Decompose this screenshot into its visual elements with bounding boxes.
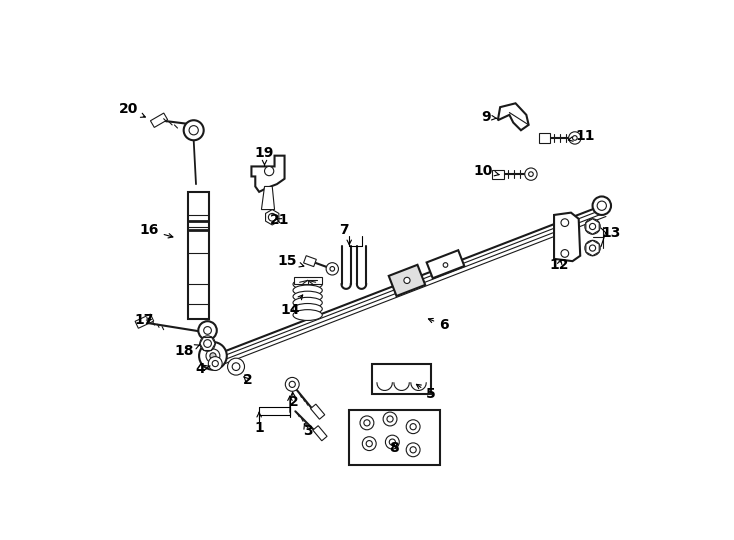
Circle shape xyxy=(585,240,600,256)
Bar xyxy=(493,170,504,179)
Text: 19: 19 xyxy=(255,146,275,166)
Text: 2: 2 xyxy=(243,374,252,388)
Circle shape xyxy=(385,435,399,449)
Circle shape xyxy=(406,443,420,457)
Polygon shape xyxy=(586,240,599,256)
Text: 1: 1 xyxy=(254,421,264,435)
Bar xyxy=(310,404,324,419)
Text: 8: 8 xyxy=(389,441,399,455)
Text: 13: 13 xyxy=(601,226,621,240)
Text: 2: 2 xyxy=(289,395,299,409)
Text: 21: 21 xyxy=(270,213,290,227)
Circle shape xyxy=(589,245,595,251)
Circle shape xyxy=(573,136,577,140)
Circle shape xyxy=(589,222,597,231)
Circle shape xyxy=(561,249,569,257)
Ellipse shape xyxy=(293,291,322,302)
Circle shape xyxy=(387,416,393,422)
Circle shape xyxy=(569,132,581,144)
Bar xyxy=(304,255,316,267)
Polygon shape xyxy=(586,219,599,234)
Text: 14: 14 xyxy=(280,295,302,316)
Circle shape xyxy=(184,120,204,140)
Circle shape xyxy=(410,447,416,453)
Circle shape xyxy=(389,439,396,445)
Circle shape xyxy=(204,340,211,347)
Circle shape xyxy=(208,356,222,370)
Circle shape xyxy=(589,244,597,252)
Text: 7: 7 xyxy=(339,224,349,238)
Polygon shape xyxy=(498,103,528,130)
Circle shape xyxy=(366,441,372,447)
Text: 18: 18 xyxy=(175,344,200,358)
Text: 5: 5 xyxy=(416,384,436,401)
Text: 15: 15 xyxy=(278,254,304,268)
Bar xyxy=(187,192,209,319)
Circle shape xyxy=(597,201,606,211)
Circle shape xyxy=(364,420,370,426)
Circle shape xyxy=(404,278,410,284)
Bar xyxy=(349,410,440,465)
Text: 20: 20 xyxy=(119,103,145,117)
Text: 3: 3 xyxy=(303,423,313,437)
Ellipse shape xyxy=(293,303,322,314)
Circle shape xyxy=(210,353,216,359)
Circle shape xyxy=(406,420,420,434)
Text: 6: 6 xyxy=(429,318,448,332)
Ellipse shape xyxy=(293,309,322,320)
Bar xyxy=(294,276,321,284)
Circle shape xyxy=(383,412,397,426)
Circle shape xyxy=(232,363,240,370)
Bar xyxy=(150,113,167,127)
Polygon shape xyxy=(554,213,580,261)
Text: 17: 17 xyxy=(134,313,153,327)
Circle shape xyxy=(206,349,220,363)
Text: 4: 4 xyxy=(195,362,210,376)
Bar xyxy=(313,426,327,441)
Polygon shape xyxy=(266,210,279,225)
Bar xyxy=(135,314,153,328)
Circle shape xyxy=(204,327,211,334)
Circle shape xyxy=(212,361,218,367)
Circle shape xyxy=(228,358,244,375)
Circle shape xyxy=(326,262,338,275)
Circle shape xyxy=(525,168,537,180)
Polygon shape xyxy=(261,186,275,210)
Text: 16: 16 xyxy=(139,224,173,238)
Circle shape xyxy=(443,262,448,267)
Ellipse shape xyxy=(293,285,322,296)
Text: 10: 10 xyxy=(473,164,499,178)
Bar xyxy=(426,250,465,278)
Circle shape xyxy=(199,342,227,370)
Text: 11: 11 xyxy=(568,130,595,144)
Circle shape xyxy=(363,437,376,450)
Circle shape xyxy=(330,267,335,271)
Circle shape xyxy=(528,172,534,177)
Circle shape xyxy=(189,126,198,135)
Circle shape xyxy=(269,213,276,221)
Circle shape xyxy=(410,423,416,430)
Circle shape xyxy=(264,166,274,176)
Circle shape xyxy=(585,219,600,234)
Bar xyxy=(539,133,550,143)
Text: 12: 12 xyxy=(550,258,569,272)
Circle shape xyxy=(286,377,299,392)
Ellipse shape xyxy=(293,298,322,308)
Circle shape xyxy=(198,321,217,340)
Bar xyxy=(372,363,431,394)
Bar xyxy=(389,265,425,296)
Polygon shape xyxy=(252,156,285,192)
Text: 9: 9 xyxy=(482,110,497,124)
Circle shape xyxy=(589,224,595,230)
Circle shape xyxy=(592,197,611,215)
Circle shape xyxy=(360,416,374,430)
Circle shape xyxy=(200,336,215,351)
Ellipse shape xyxy=(293,279,322,289)
Circle shape xyxy=(289,381,295,387)
Circle shape xyxy=(561,219,569,226)
